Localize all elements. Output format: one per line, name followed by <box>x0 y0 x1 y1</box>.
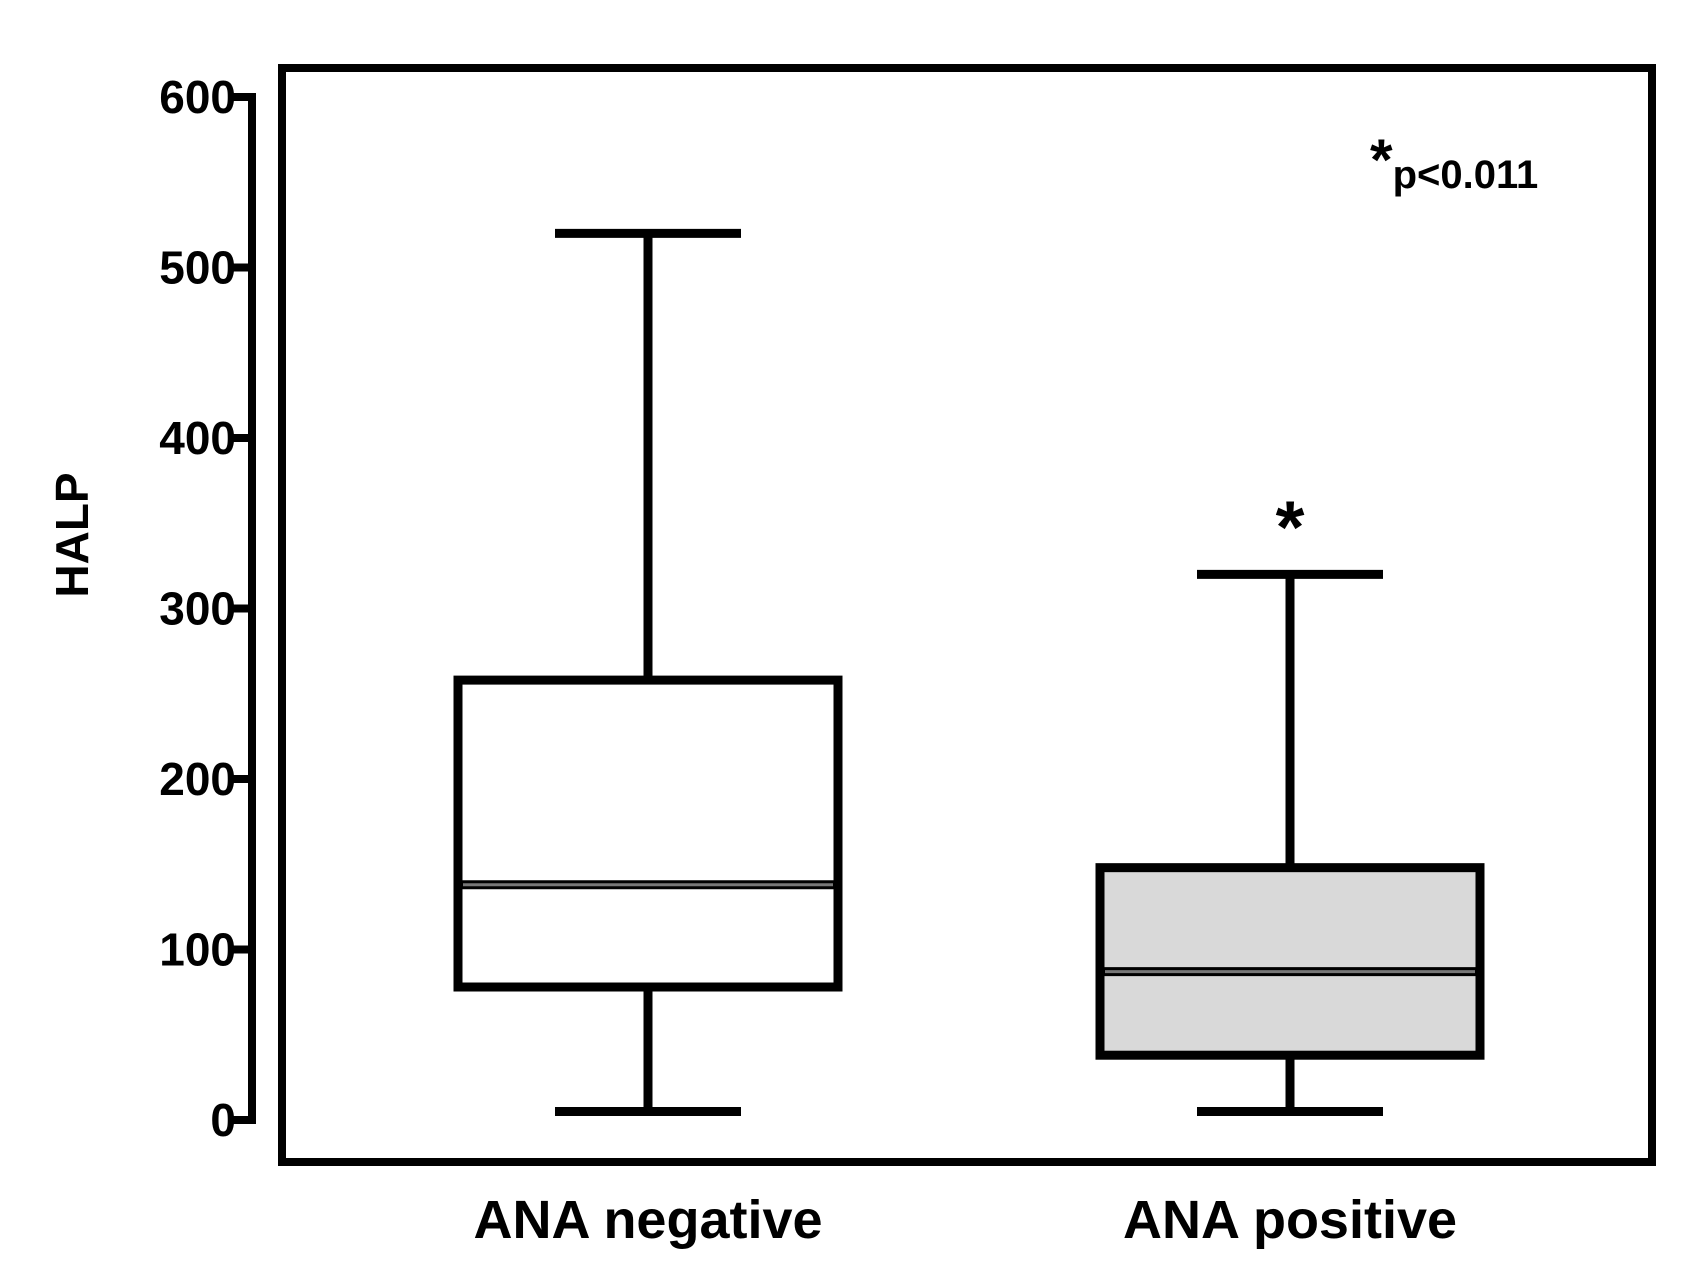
y-tick-label: 100 <box>159 924 236 976</box>
y-tick-label: 400 <box>159 412 236 464</box>
boxes <box>453 228 1485 1116</box>
plot-frame <box>278 64 1656 1166</box>
iqr-box <box>453 675 843 992</box>
p-value-annotation: *p<0.011 <box>1370 128 1538 197</box>
x-axis-labels: ANA negative ANA positive <box>473 1190 1457 1250</box>
significance-asterisk: * <box>1276 485 1305 568</box>
y-tick-label: 600 <box>159 71 236 123</box>
box-ana-positive <box>1095 569 1485 1116</box>
box-ana-negative <box>453 228 843 1116</box>
x-category-label: ANA negative <box>473 1190 822 1250</box>
y-axis-title: HALP <box>46 472 98 597</box>
y-tick-label: 300 <box>159 583 236 635</box>
y-axis: 0 100 200 300 400 500 600 <box>159 71 256 1146</box>
p-value-asterisk: * <box>1370 128 1393 193</box>
p-value-text: p<0.011 <box>1393 153 1539 197</box>
x-category-label: ANA positive <box>1123 1190 1457 1250</box>
y-tick-label: 200 <box>159 753 236 805</box>
y-tick-label: 0 <box>210 1094 236 1146</box>
y-tick-label: 500 <box>159 242 236 294</box>
iqr-box <box>1095 863 1485 1060</box>
